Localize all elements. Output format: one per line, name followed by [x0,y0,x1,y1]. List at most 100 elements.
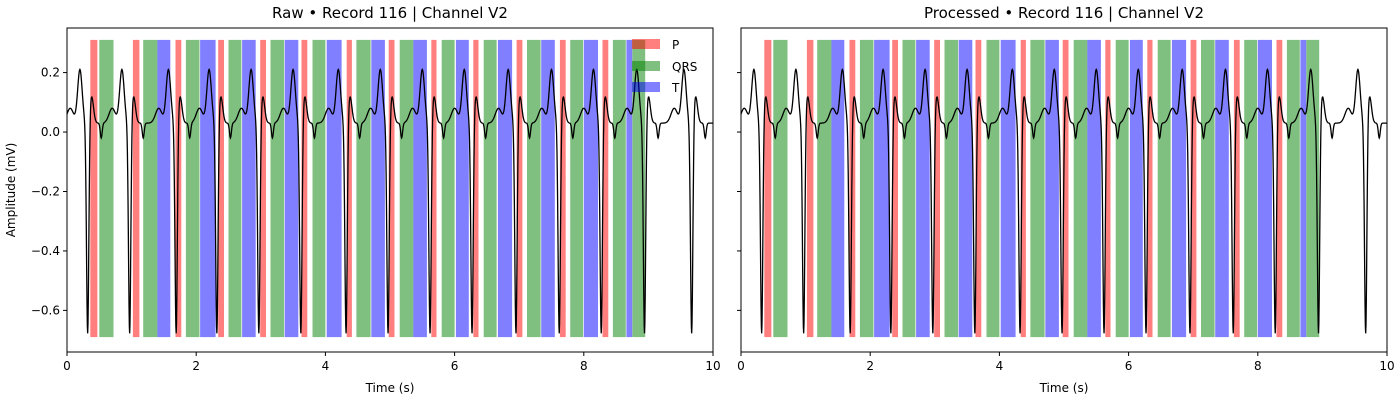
ecg-trace-line [740,68,1387,334]
qrs-segment-band [185,39,200,338]
processed-x-axis-label: Time (s) [1039,381,1089,395]
qrs-segment-band [356,39,371,338]
p-segment-band [388,39,395,338]
p-segment-band [516,39,523,338]
p-segment-band [1062,39,1069,338]
y-tick-label: −0.6 [31,303,60,317]
p-segment-band [559,39,566,338]
qrs-segment-band [1244,39,1258,338]
t-segment-band [1215,39,1229,338]
legend-label-qrs: QRS [672,60,697,74]
y-tick-label: 0.0 [41,125,60,139]
t-segment-band [1171,39,1187,338]
qrs-segment-band [99,39,114,338]
legend-label-p: P [672,38,679,52]
p-segment-band [975,39,982,338]
x-tick-label: 10 [1379,359,1394,373]
p-segment-band [346,39,352,338]
qrs-segment-band [483,39,497,338]
qrs-segment-band [1030,39,1045,338]
qrs-segment-band [143,39,158,338]
p-segment-band [1105,39,1111,338]
x-tick-label: 0 [737,359,745,373]
raw-legend: P QRS T [632,38,697,95]
qrs-segment-band [1157,39,1171,338]
qrs-segment-band [1201,39,1215,338]
p-segment-band [90,39,98,338]
t-segment-band [541,39,555,338]
t-segment-band [497,39,513,338]
t-segment-band [831,39,845,338]
qrs-segment-band [612,39,626,338]
p-segment-band [473,39,479,338]
raw-y-axis-label: Amplitude (mV) [4,143,18,238]
p-segment-band [1276,39,1283,338]
processed-ecg-series [740,68,1387,334]
raw-x-axis-label: Time (s) [365,381,415,395]
legend-swatch-p [632,39,660,49]
processed-plot-frame [740,27,1388,353]
raw-axis-ticks: 0 2 4 6 8 10 −0.6 −0.4 −0.2 0.0 0.2 [31,66,721,373]
qrs-segment-band [441,39,455,338]
t-segment-band [1300,39,1307,338]
qrs-segment-band [270,39,285,338]
qrs-segment-band [902,39,916,338]
y-tick-label: −0.4 [31,244,60,258]
p-segment-band [1147,39,1153,338]
t-segment-band [326,39,342,338]
raw-plot-frame [66,27,714,353]
x-tick-label: 4 [322,359,330,373]
p-segment-band [1233,39,1240,338]
qrs-segment-band [944,39,959,338]
p-segment-band [602,39,609,338]
p-segment-band [806,39,814,338]
qrs-segment-band [527,39,541,338]
raw-segment-bands [90,39,646,338]
x-tick-label: 6 [451,359,459,373]
legend-label-t: T [671,81,680,95]
processed-panel: Processed • Record 116 | Channel V2 Time… [737,4,1395,395]
p-segment-band [764,39,772,338]
processed-axis-ticks: 0 2 4 6 8 10 [737,72,1395,373]
p-segment-band [1020,39,1026,338]
qrs-segment-band [312,39,326,338]
p-segment-band [218,39,224,338]
ecg-trace-line [66,68,713,334]
p-segment-band [431,39,437,338]
qrs-segment-band [1073,39,1088,338]
raw-title: Raw • Record 116 | Channel V2 [272,4,508,22]
y-tick-label: 0.2 [41,66,60,80]
qrs-segment-band [1306,39,1320,338]
qrs-segment-band [632,39,646,338]
x-tick-label: 2 [866,359,874,373]
p-segment-band [132,39,140,338]
raw-panel: Raw • Record 116 | Channel V2 Amplitude … [4,4,721,395]
t-segment-band [1000,39,1016,338]
x-tick-label: 2 [192,359,200,373]
x-tick-label: 4 [996,359,1004,373]
p-segment-band [1190,39,1197,338]
t-segment-band [626,39,633,338]
qrs-segment-band [399,39,414,338]
x-tick-label: 8 [580,359,588,373]
qrs-segment-band [986,39,1000,338]
qrs-segment-band [817,39,832,338]
legend-swatch-t [632,82,660,92]
p-segment-band [892,39,898,338]
p-segment-band [260,39,266,338]
p-segment-band [934,39,940,338]
qrs-segment-band [859,39,874,338]
y-tick-label: −0.2 [31,184,60,198]
qrs-segment-band [773,39,788,338]
legend-swatch-qrs [632,61,660,71]
x-tick-label: 6 [1125,359,1133,373]
x-tick-label: 0 [63,359,71,373]
processed-segment-bands [764,39,1320,338]
qrs-segment-band [1115,39,1129,338]
raw-ecg-series [66,68,713,334]
x-tick-label: 10 [705,359,720,373]
qrs-segment-band [228,39,242,338]
t-segment-band [157,39,171,338]
qrs-segment-band [570,39,584,338]
